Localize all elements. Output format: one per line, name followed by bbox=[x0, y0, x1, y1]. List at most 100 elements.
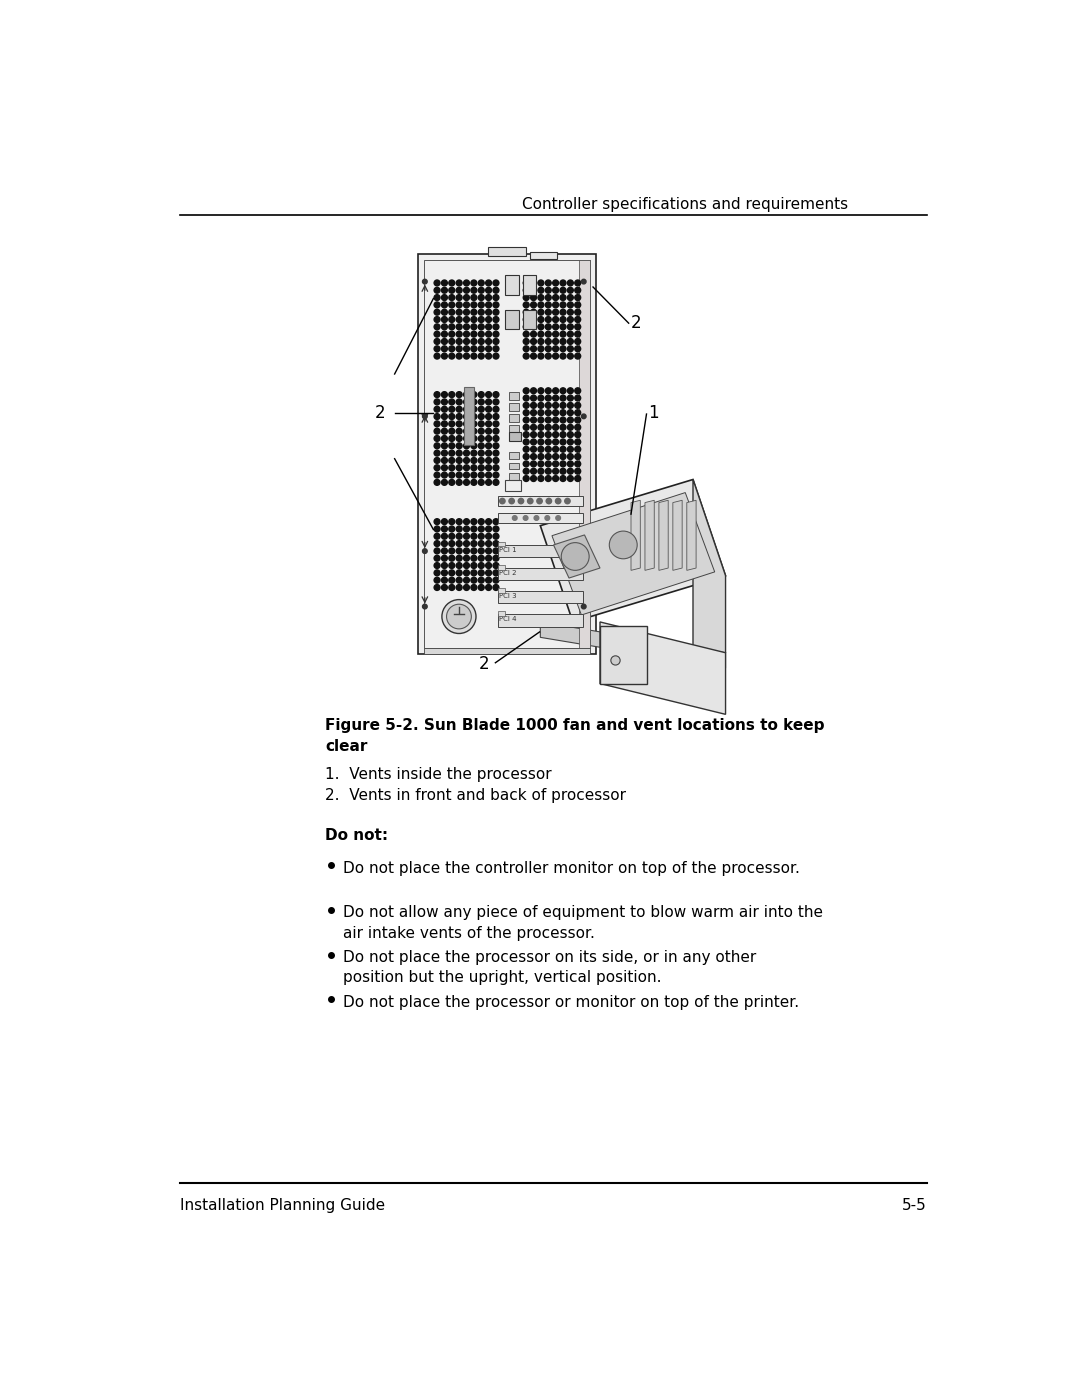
Circle shape bbox=[456, 429, 462, 434]
Circle shape bbox=[492, 309, 499, 316]
Circle shape bbox=[567, 395, 573, 401]
Bar bbox=[509, 462, 519, 469]
Bar bbox=[498, 591, 583, 604]
Circle shape bbox=[434, 295, 440, 300]
Circle shape bbox=[471, 555, 476, 562]
Circle shape bbox=[492, 288, 499, 293]
Circle shape bbox=[523, 454, 529, 460]
Circle shape bbox=[456, 400, 462, 405]
Circle shape bbox=[530, 324, 537, 330]
Circle shape bbox=[456, 563, 462, 569]
Circle shape bbox=[575, 388, 581, 394]
Circle shape bbox=[478, 400, 484, 405]
Circle shape bbox=[553, 475, 558, 482]
Circle shape bbox=[478, 288, 484, 293]
Circle shape bbox=[553, 353, 558, 359]
Circle shape bbox=[449, 584, 455, 591]
Circle shape bbox=[471, 414, 476, 419]
Circle shape bbox=[434, 317, 440, 323]
Circle shape bbox=[449, 479, 455, 485]
Circle shape bbox=[471, 309, 476, 316]
Circle shape bbox=[486, 429, 491, 434]
Circle shape bbox=[538, 317, 544, 323]
Circle shape bbox=[561, 439, 566, 444]
Circle shape bbox=[486, 577, 491, 583]
Polygon shape bbox=[540, 479, 726, 622]
Circle shape bbox=[456, 420, 462, 427]
Circle shape bbox=[492, 548, 499, 553]
Circle shape bbox=[553, 409, 558, 416]
Circle shape bbox=[567, 475, 573, 482]
Circle shape bbox=[434, 518, 440, 525]
Circle shape bbox=[449, 346, 455, 352]
Circle shape bbox=[449, 548, 455, 553]
Circle shape bbox=[434, 309, 440, 316]
Circle shape bbox=[442, 295, 447, 300]
Circle shape bbox=[492, 346, 499, 352]
Circle shape bbox=[478, 317, 484, 323]
Circle shape bbox=[471, 563, 476, 569]
Bar bbox=[498, 496, 583, 507]
Circle shape bbox=[471, 317, 476, 323]
Circle shape bbox=[492, 338, 499, 345]
Circle shape bbox=[442, 534, 447, 539]
Circle shape bbox=[478, 584, 484, 591]
Text: Installation Planning Guide: Installation Planning Guide bbox=[180, 1199, 386, 1213]
Circle shape bbox=[471, 331, 476, 337]
Circle shape bbox=[434, 346, 440, 352]
Text: Do not place the controller monitor on top of the processor.: Do not place the controller monitor on t… bbox=[342, 861, 799, 876]
Circle shape bbox=[442, 457, 447, 464]
Circle shape bbox=[442, 391, 447, 398]
Circle shape bbox=[449, 450, 455, 455]
Circle shape bbox=[446, 605, 471, 629]
Circle shape bbox=[434, 338, 440, 345]
Circle shape bbox=[538, 279, 544, 286]
Bar bbox=[523, 275, 537, 295]
Circle shape bbox=[422, 605, 428, 609]
Circle shape bbox=[530, 475, 537, 482]
Circle shape bbox=[518, 499, 524, 504]
Circle shape bbox=[523, 338, 529, 345]
Circle shape bbox=[478, 527, 484, 532]
Circle shape bbox=[442, 407, 447, 412]
Circle shape bbox=[492, 584, 499, 591]
Bar bbox=[498, 615, 583, 627]
Circle shape bbox=[486, 479, 491, 485]
Circle shape bbox=[434, 555, 440, 562]
Circle shape bbox=[492, 414, 499, 419]
Circle shape bbox=[538, 432, 544, 437]
Circle shape bbox=[575, 395, 581, 401]
Circle shape bbox=[561, 346, 566, 352]
Circle shape bbox=[611, 655, 620, 665]
Bar bbox=[498, 513, 583, 524]
Circle shape bbox=[538, 461, 544, 467]
Circle shape bbox=[538, 475, 544, 482]
Circle shape bbox=[471, 324, 476, 330]
Circle shape bbox=[575, 324, 581, 330]
Circle shape bbox=[478, 555, 484, 562]
Circle shape bbox=[463, 295, 470, 300]
Circle shape bbox=[553, 402, 558, 408]
Circle shape bbox=[463, 450, 470, 455]
Circle shape bbox=[471, 400, 476, 405]
Circle shape bbox=[478, 518, 484, 525]
Circle shape bbox=[545, 338, 551, 345]
Circle shape bbox=[561, 295, 566, 300]
Circle shape bbox=[442, 548, 447, 553]
Circle shape bbox=[434, 548, 440, 553]
Circle shape bbox=[538, 468, 544, 474]
Circle shape bbox=[567, 447, 573, 453]
Circle shape bbox=[463, 353, 470, 359]
Circle shape bbox=[434, 407, 440, 412]
Circle shape bbox=[456, 541, 462, 546]
Circle shape bbox=[478, 414, 484, 419]
Circle shape bbox=[478, 436, 484, 441]
Circle shape bbox=[434, 479, 440, 485]
Circle shape bbox=[492, 400, 499, 405]
Circle shape bbox=[471, 420, 476, 427]
Circle shape bbox=[463, 555, 470, 562]
Circle shape bbox=[471, 527, 476, 532]
Circle shape bbox=[567, 432, 573, 437]
Circle shape bbox=[449, 338, 455, 345]
Circle shape bbox=[449, 288, 455, 293]
